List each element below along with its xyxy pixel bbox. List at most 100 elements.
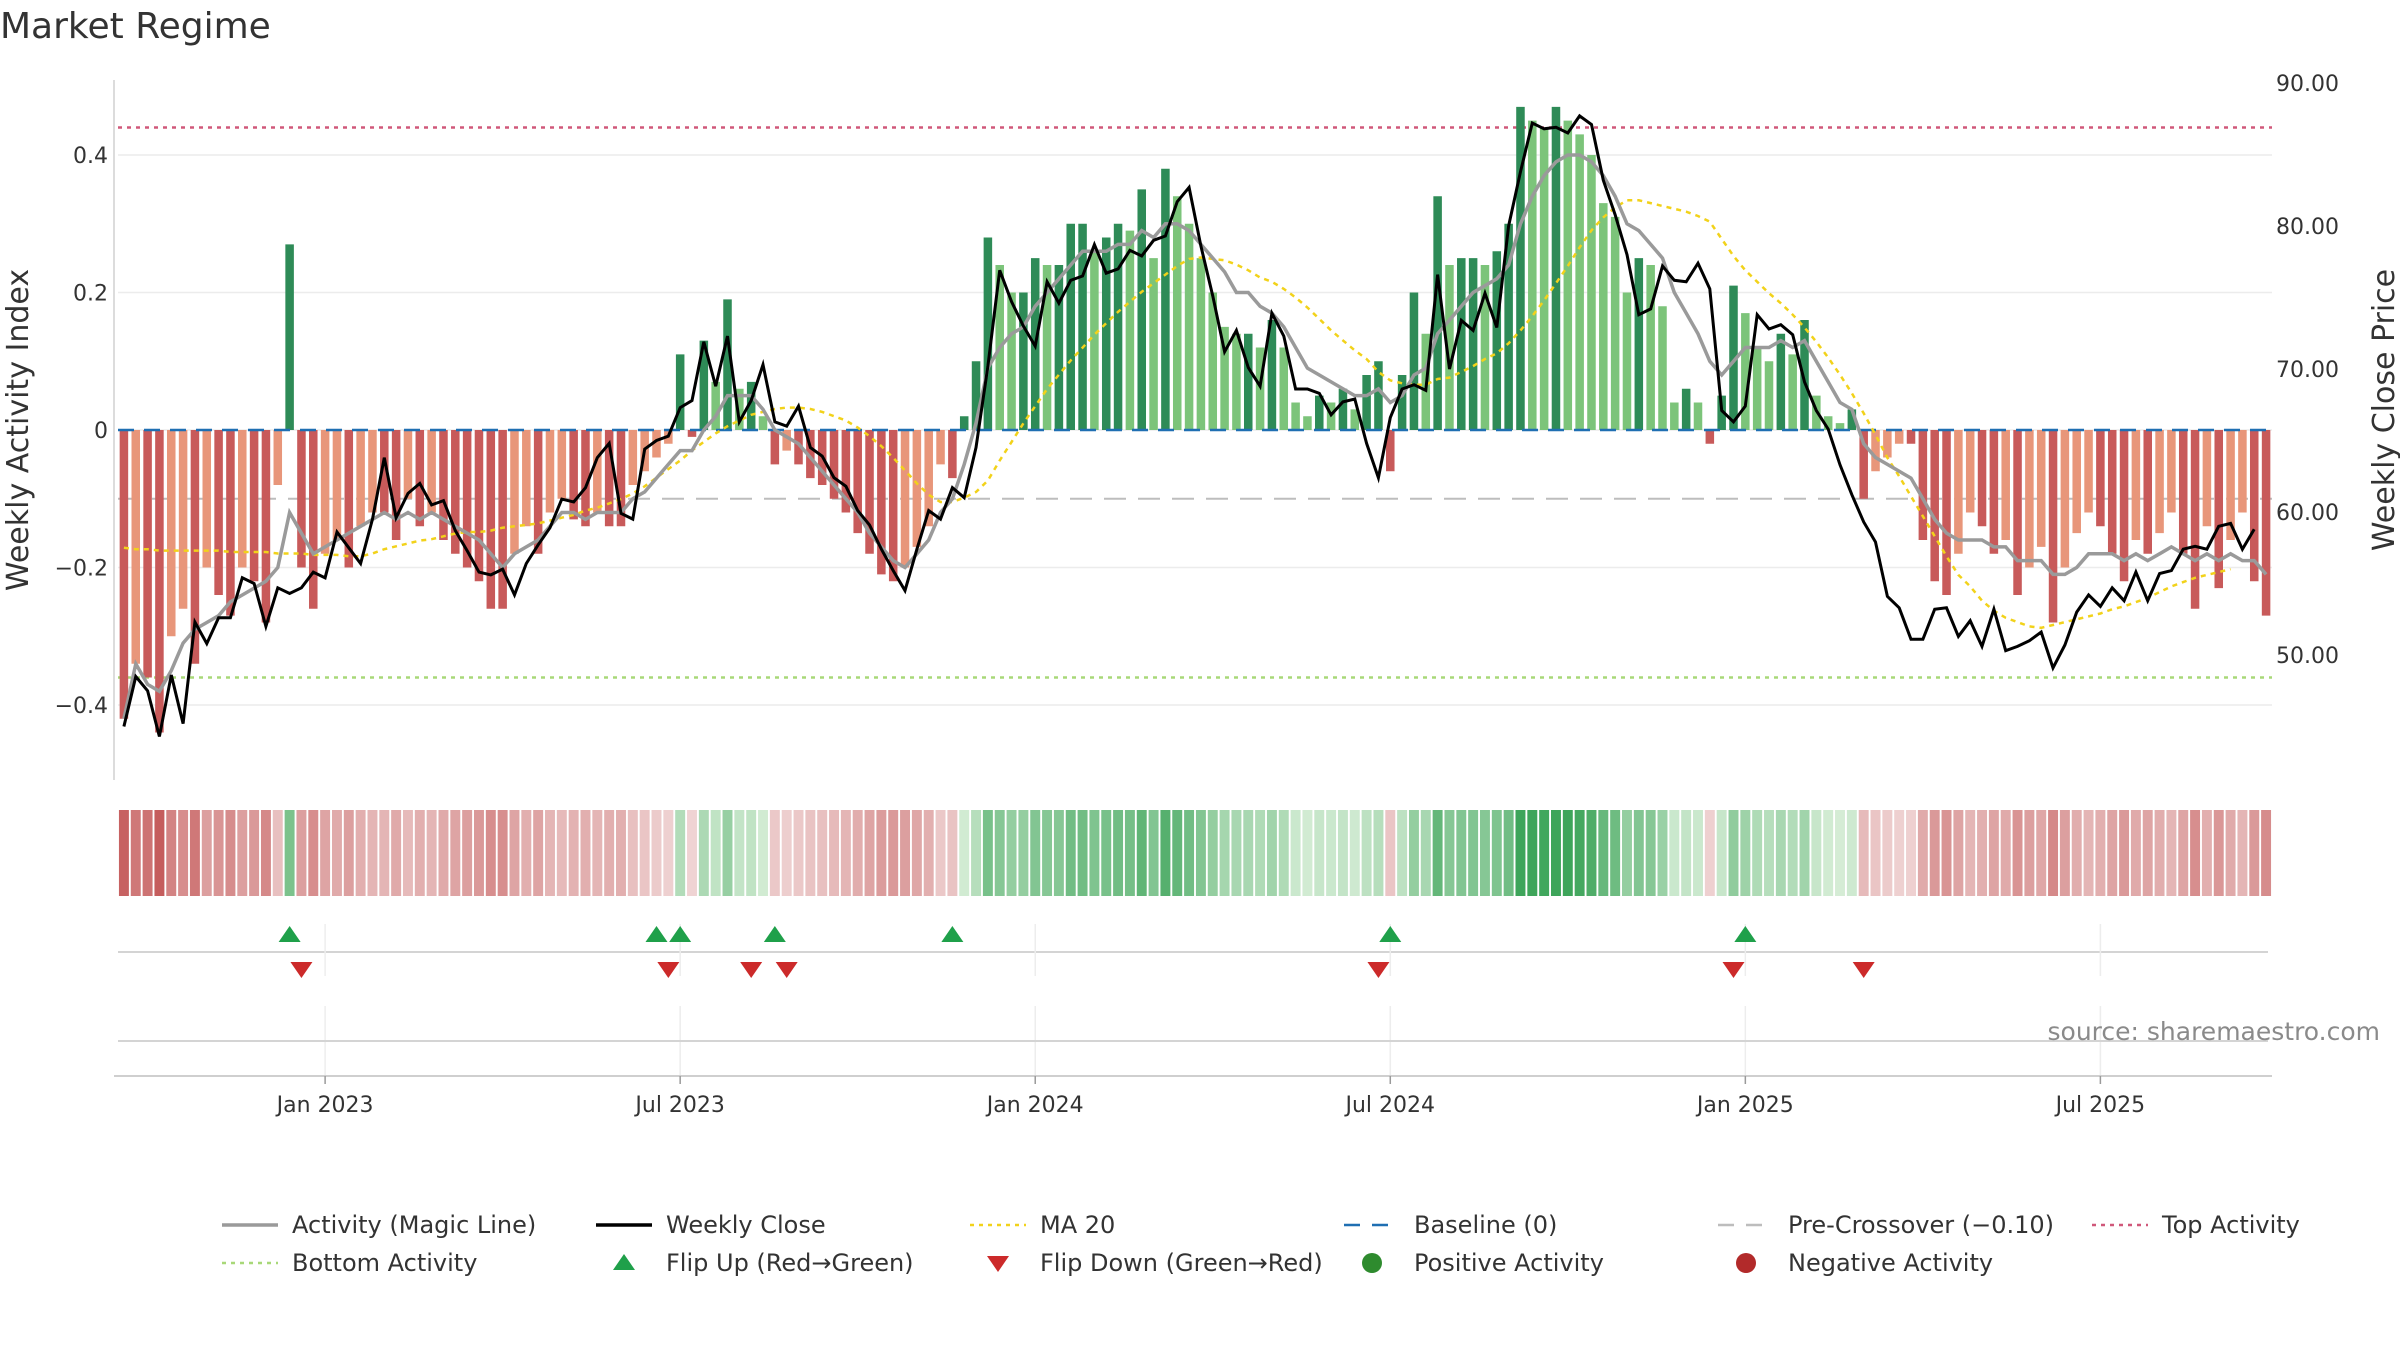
activity-bar (368, 430, 377, 513)
activity-bar (1291, 402, 1300, 430)
activity-bar (1315, 395, 1324, 430)
flip-up-marker (278, 926, 301, 942)
activity-bar (1764, 361, 1774, 430)
activity-bar (652, 430, 661, 458)
regime-strip-cell (320, 810, 331, 896)
activity-bar (1741, 313, 1750, 430)
flip-up-marker (763, 926, 786, 942)
activity-bar (2001, 430, 2010, 540)
activity-bar (1492, 251, 1502, 430)
regime-strip-cell (2024, 810, 2035, 896)
regime-strip-cell (1645, 810, 1656, 896)
left-tick-label: −0.2 (55, 557, 108, 582)
regime-strip-cell (746, 810, 757, 896)
legend-item-ma-20: MA 20 (970, 1211, 1115, 1239)
activity-bar (1042, 265, 1052, 430)
legend-swatch-triangle-up (613, 1254, 635, 1270)
activity-bar (1894, 430, 1904, 444)
x-axis-ticks: Jan 2023 Jul 2023 Jan 2024 Jul 2024 Jan 2025… (275, 1076, 2145, 1118)
regime-strip-cell (556, 810, 567, 896)
regime-strip-cell (580, 810, 591, 896)
x-tick-label: Jan 2025 (1695, 1093, 1794, 1118)
activity-bar (853, 430, 862, 534)
regime-strip-cell (1775, 810, 1786, 896)
activity-bar (782, 430, 791, 451)
regime-strip-cell (1444, 810, 1455, 896)
regime-strip-cell (1811, 810, 1822, 896)
regime-strip-cell (2261, 810, 2272, 896)
activity-bar (380, 430, 389, 513)
regime-strip-cell (852, 810, 863, 896)
regime-strip-cell (2012, 810, 2023, 896)
regime-strip-cell (1598, 810, 1609, 896)
regime-strip-cell (1053, 810, 1064, 896)
activity-bar (166, 430, 176, 637)
activity-bar (1622, 292, 1632, 430)
regime-strip-cell (982, 810, 993, 896)
activity-bar (1161, 168, 1170, 430)
activity-bar (1374, 361, 1383, 430)
activity-bar (1172, 196, 1182, 430)
activity-bar (545, 430, 555, 513)
activity-bar (2261, 430, 2271, 616)
regime-strip-cell (923, 810, 934, 896)
legend-label: Weekly Close (666, 1211, 826, 1239)
activity-bar (1078, 223, 1087, 430)
legend-swatch-circle (1736, 1253, 1756, 1273)
regime-strip-cell (1716, 810, 1727, 896)
regime-strip-cell (1408, 810, 1419, 896)
activity-bar (2036, 430, 2046, 547)
legend-item-weekly-close: Weekly Close (596, 1211, 826, 1239)
x-tick-label: Jan 2024 (985, 1093, 1084, 1118)
activity-bar (1220, 326, 1229, 430)
activity-bar (1965, 430, 1975, 513)
activity-bar (391, 430, 401, 540)
activity-bar (2178, 430, 2188, 554)
magic-line (122, 153, 2268, 720)
regime-strip-cell (178, 810, 189, 896)
regime-strip-cell (2249, 810, 2260, 896)
right-y-axis-ticks: 50.00 60.00 70.00 80.00 90.00 (2276, 72, 2339, 669)
regime-strip-cell (284, 810, 295, 896)
activity-bars (118, 106, 2272, 733)
regime-strip-cell (213, 810, 224, 896)
legend-label: Flip Up (Red→Green) (666, 1249, 914, 1277)
activity-bar (675, 354, 685, 430)
activity-bar (1610, 216, 1620, 430)
activity-bar (190, 430, 200, 664)
flip-down-marker (290, 962, 313, 978)
activity-bar (557, 430, 567, 499)
regime-strip-cell (1136, 810, 1147, 896)
regime-heat-strip (118, 810, 2272, 896)
regime-strip-cell (1527, 810, 1538, 896)
regime-strip-cell (1491, 810, 1502, 896)
activity-bar (1883, 430, 1892, 458)
activity-bar (1090, 251, 1099, 430)
activity-bar (616, 430, 626, 527)
regime-strip-cell (817, 810, 828, 896)
activity-bar (1149, 258, 1158, 430)
activity-bar (2025, 430, 2034, 568)
regime-strip-cell (296, 810, 307, 896)
activity-bar (1409, 292, 1419, 430)
regime-strip-cell (994, 810, 1005, 896)
activity-bar (1457, 258, 1466, 430)
flip-markers-panel (118, 924, 2268, 978)
activity-bar (249, 430, 259, 582)
regime-strip-cell (260, 810, 271, 896)
activity-bar (1196, 258, 1206, 430)
regime-strip-cell (1172, 810, 1183, 896)
regime-strip-cell (1042, 810, 1053, 896)
regime-strip-cell (2190, 810, 2201, 896)
regime-strip-cell (1953, 810, 1964, 896)
regime-strip-cell (651, 810, 662, 896)
regime-strip-cell (450, 810, 461, 896)
regime-strip-cell (592, 810, 603, 896)
regime-strip-cell (1006, 810, 1017, 896)
activity-bar (1243, 333, 1253, 430)
legend-item-flip-down-green-red: Flip Down (Green→Red) (987, 1249, 1323, 1277)
regime-strip-cell (1586, 810, 1597, 896)
activity-bar (1125, 230, 1135, 430)
regime-strip-cell (1740, 810, 1751, 896)
